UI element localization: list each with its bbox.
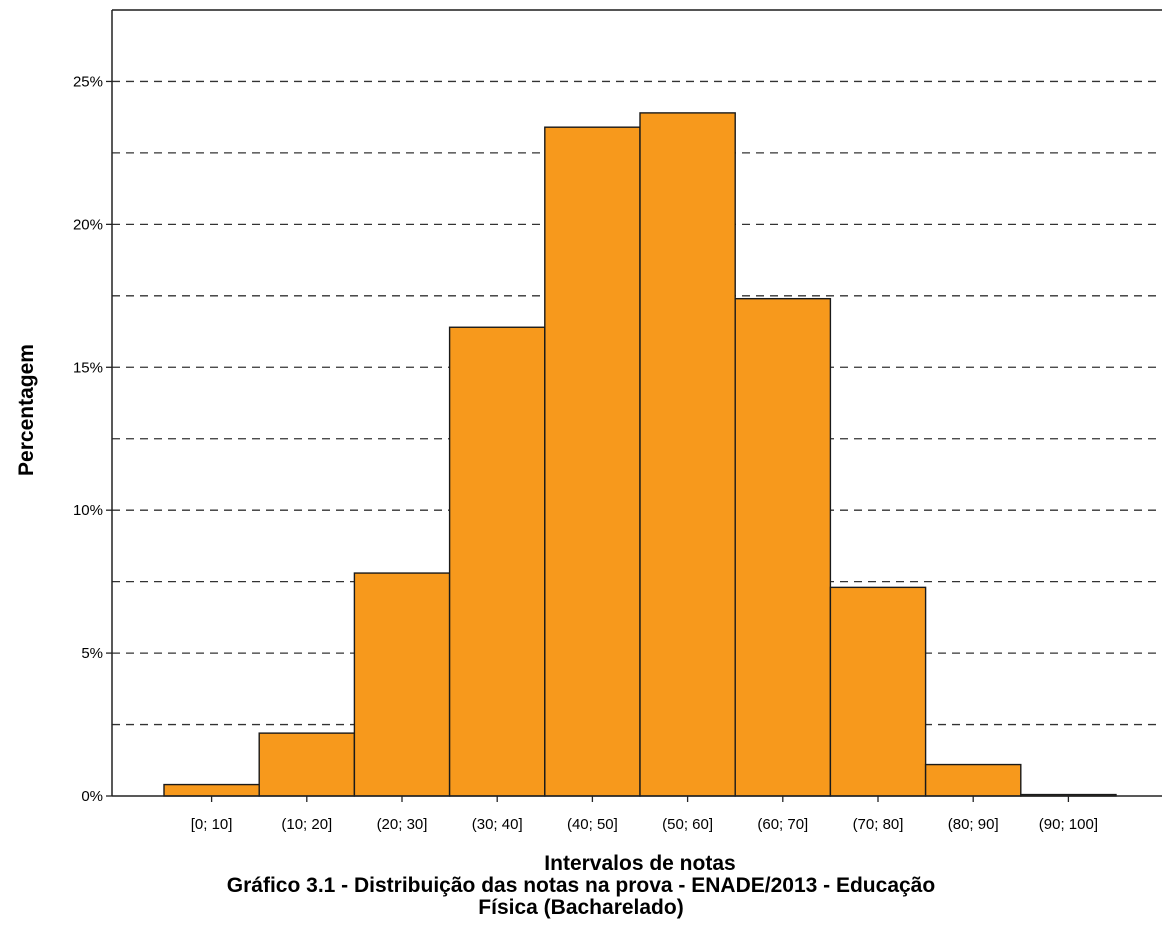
y-tick-label: 20% [73,216,103,233]
x-tick-label: (40; 50] [567,816,618,833]
x-tick-label: (50; 60] [662,816,713,833]
caption-line-2: Física (Bacharelado) [478,896,684,919]
y-tick-label: 0% [81,788,103,805]
y-tick-labels: 0% 5% 10% 15% 20% 25% [73,73,112,805]
bar [544,126,641,797]
bar [353,572,451,797]
caption-line-1: Gráfico 3.1 - Distribuição das notas na … [226,874,936,897]
y-tick-label: 10% [73,502,103,519]
x-tick-label: (80; 90] [948,816,999,833]
bar [163,783,260,797]
x-tick-label: (10; 20] [281,816,332,833]
y-tick-label: 15% [73,359,103,376]
x-tick-label: (60; 70] [757,816,808,833]
x-tick-labels: [0; 10] (10; 20] (20; 30] (30; 40] (40; 50] (… [191,796,1098,833]
bars [163,112,1117,797]
axes [111,10,1162,797]
y-tick-label: 5% [81,645,103,662]
bar [734,297,832,797]
bar [924,763,1022,797]
bar [448,326,546,797]
x-tick-label: (70; 80] [853,816,904,833]
x-tick-label: (30; 40] [472,816,523,833]
x-tick-label: [0; 10] [191,816,233,833]
y-tick-label: 25% [73,73,103,90]
x-axis-title: Intervalos de notas [544,852,735,875]
x-tick-label: (90; 100] [1039,816,1098,833]
bar [639,112,736,797]
bar [829,586,927,797]
y-axis-title: Percentagem [15,344,38,476]
figure-caption: Gráfico 3.1 - Distribuição das notas na … [0,875,1162,919]
x-tick-label: (20; 30] [377,816,428,833]
bar [258,732,356,797]
